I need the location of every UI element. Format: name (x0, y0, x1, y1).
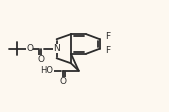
Text: HO: HO (40, 66, 53, 75)
Text: O: O (26, 44, 33, 53)
Text: O: O (38, 55, 45, 64)
Text: O: O (60, 77, 67, 86)
Text: N: N (53, 44, 60, 53)
Text: F: F (106, 46, 111, 55)
Text: F: F (106, 32, 111, 41)
